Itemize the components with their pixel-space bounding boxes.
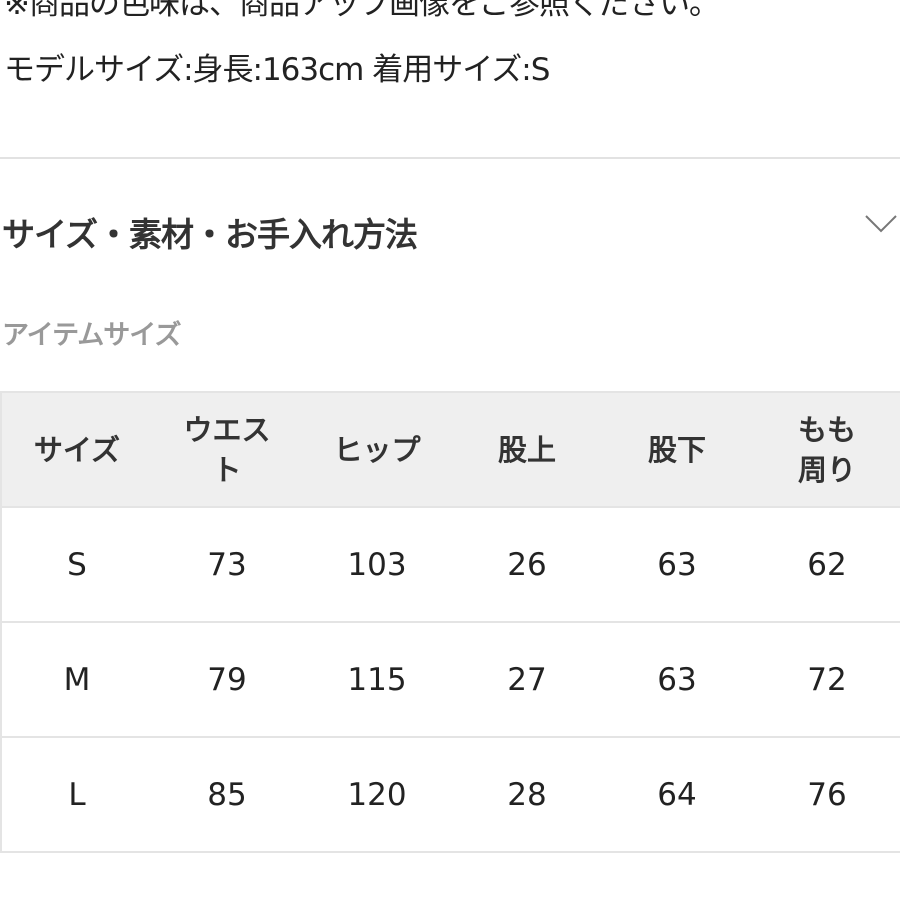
cell: 64 [602, 736, 752, 853]
header-hip: ヒップ [302, 391, 452, 508]
cell: M [1, 621, 152, 738]
cell: 63 [602, 621, 752, 738]
size-table: サイズ ウエスト ヒップ 股上 股下 もも周り S 73 103 26 63 6… [0, 391, 900, 853]
table-row: M 79 115 27 63 72 [1, 621, 900, 738]
cell: 63 [602, 506, 752, 623]
cell: 62 [752, 506, 900, 623]
cell: 26 [452, 506, 602, 623]
chevron-down-icon[interactable] [864, 212, 898, 236]
cell: L [1, 736, 152, 853]
cell: 115 [302, 621, 452, 738]
cell: 72 [752, 621, 900, 738]
cell: 85 [152, 736, 302, 853]
cell: 73 [152, 506, 302, 623]
cell: 76 [752, 736, 900, 853]
header-thigh: もも周り [752, 391, 900, 508]
cell: 103 [302, 506, 452, 623]
cell: S [1, 506, 152, 623]
cell: 79 [152, 621, 302, 738]
header-rise: 股上 [452, 391, 602, 508]
cell: 28 [452, 736, 602, 853]
item-size-label: アイテムサイズ [2, 320, 181, 351]
size-material-care-accordion[interactable]: サイズ・素材・お手入れ方法 [0, 200, 900, 260]
model-info: モデルサイズ:身長:163cm 着用サイズ:S [4, 52, 550, 88]
header-size: サイズ [1, 391, 152, 508]
divider [0, 157, 900, 159]
cell: 27 [452, 621, 602, 738]
table-row: L 85 120 28 64 76 [1, 736, 900, 853]
header-waist: ウエスト [152, 391, 302, 508]
accordion-title: サイズ・素材・お手入れ方法 [2, 215, 418, 254]
color-note: ※商品の色味は、商品アップ画像をご参照ください。 [4, 0, 720, 22]
table-row: S 73 103 26 63 62 [1, 506, 900, 623]
cell: 120 [302, 736, 452, 853]
header-inseam: 股下 [602, 391, 752, 508]
table-header-row: サイズ ウエスト ヒップ 股上 股下 もも周り [1, 391, 900, 508]
